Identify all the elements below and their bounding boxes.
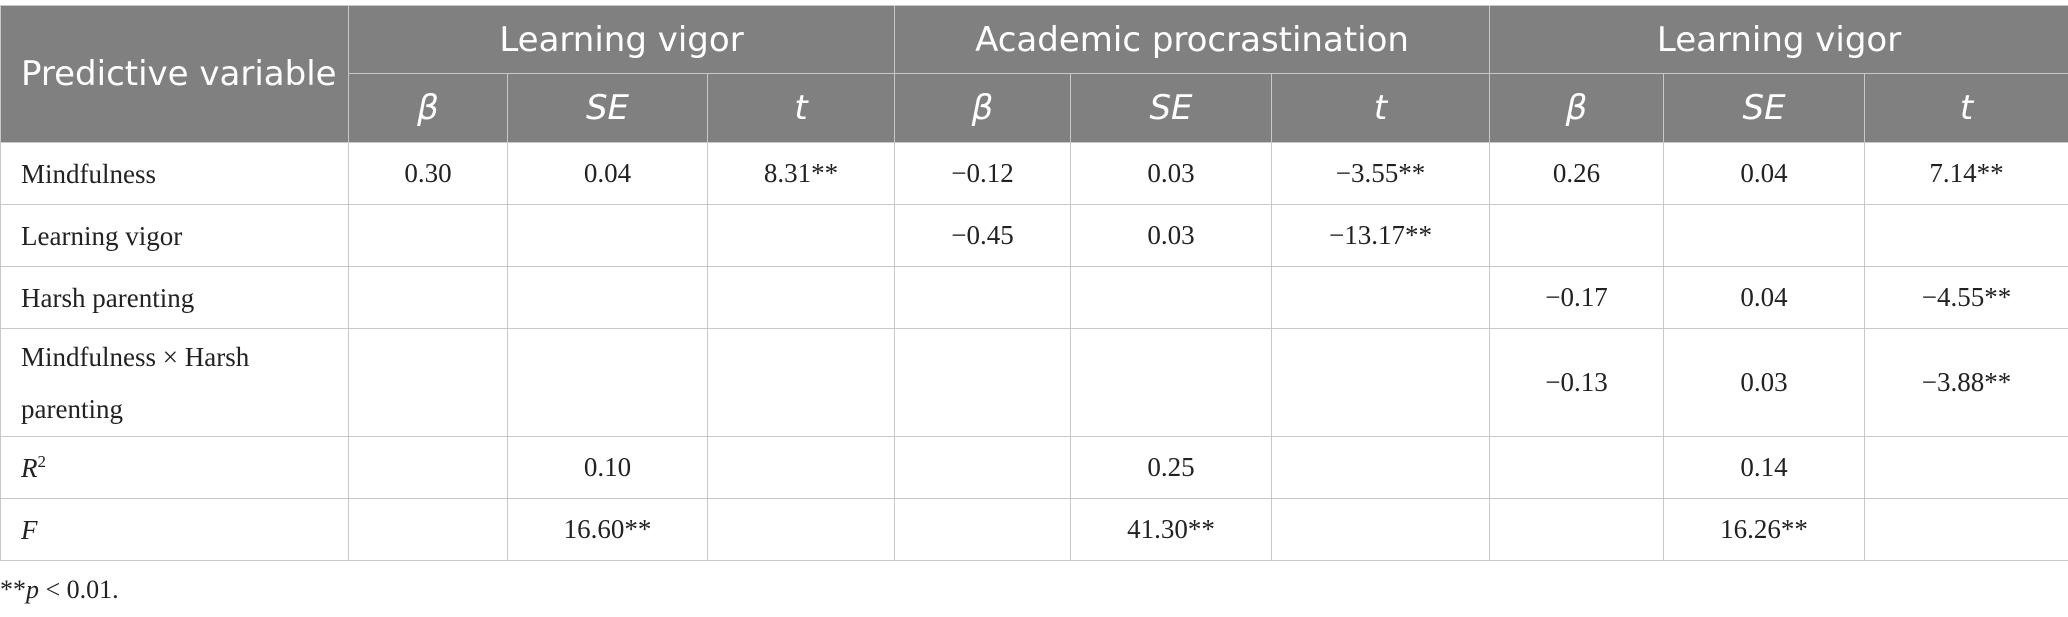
row-label-line-1: Mindfulness × Harsh bbox=[21, 341, 250, 372]
table-row-f: F 16.60** 41.30** 16.26** bbox=[0, 498, 2068, 561]
table-cell: 0.30 bbox=[348, 142, 508, 205]
table-cell: 0.10 bbox=[507, 436, 708, 499]
table-cell bbox=[1270, 266, 1491, 329]
table-cell bbox=[348, 204, 508, 267]
subheader-t: t bbox=[707, 73, 895, 143]
subheader-beta: β bbox=[348, 73, 508, 143]
table-cell: 41.30** bbox=[1070, 498, 1272, 561]
table-cell bbox=[707, 498, 895, 561]
table-cell bbox=[894, 328, 1071, 437]
table-cell bbox=[1270, 498, 1491, 561]
table-cell bbox=[1070, 266, 1272, 329]
r-superscript: 2 bbox=[37, 451, 47, 471]
row-label: Learning vigor bbox=[0, 204, 349, 267]
table-cell bbox=[1663, 204, 1866, 267]
table-cell bbox=[707, 204, 895, 267]
table-cell: 16.60** bbox=[507, 498, 708, 561]
table-cell bbox=[894, 436, 1071, 499]
regression-table: Predictive variable Learning vigor Acade… bbox=[0, 5, 2068, 561]
table-cell bbox=[1070, 328, 1272, 437]
table-row-learning-vigor: Learning vigor −0.45 0.03 −13.17** bbox=[0, 204, 2068, 267]
predictive-variable-header: Predictive variable bbox=[0, 5, 349, 143]
table-footnote: **p < 0.01. bbox=[0, 575, 119, 605]
table-cell: 0.04 bbox=[507, 142, 708, 205]
table-cell bbox=[1864, 498, 2068, 561]
table-cell bbox=[1864, 436, 2068, 499]
table-cell bbox=[1864, 204, 2068, 267]
group-header-academic-procrastination: Academic procrastination bbox=[893, 5, 1491, 74]
r-symbol: R bbox=[21, 452, 38, 483]
table-cell: 8.31** bbox=[707, 142, 895, 205]
table-cell bbox=[507, 204, 708, 267]
row-label: Mindfulness × Harsh parenting bbox=[0, 328, 349, 437]
table-cell bbox=[1270, 436, 1491, 499]
subheader-se: SE bbox=[507, 73, 708, 143]
table-cell: −13.17** bbox=[1270, 204, 1491, 267]
subheader-beta: β bbox=[1489, 73, 1665, 143]
table-cell: −0.12 bbox=[894, 142, 1071, 205]
table-cell: 0.25 bbox=[1070, 436, 1272, 499]
table-row-harsh-parenting: Harsh parenting −0.17 0.04 −4.55** bbox=[0, 266, 2068, 329]
footnote-text: < 0.01. bbox=[39, 575, 119, 604]
row-label: Mindfulness bbox=[0, 142, 349, 205]
table-cell bbox=[348, 498, 508, 561]
table-cell: −0.13 bbox=[1489, 328, 1665, 437]
group-header-learning-vigor-2: Learning vigor bbox=[1489, 5, 2068, 74]
group-header-learning-vigor-1: Learning vigor bbox=[348, 5, 895, 74]
table-row-r-squared: R2 0.10 0.25 0.14 bbox=[0, 436, 2068, 499]
table-cell: −4.55** bbox=[1864, 266, 2068, 329]
table-row-mindfulness: Mindfulness 0.30 0.04 8.31** −0.12 0.03 … bbox=[0, 142, 2068, 205]
table-row-interaction: Mindfulness × Harsh parenting −0.13 0.03 … bbox=[0, 328, 2068, 437]
row-label-f: F bbox=[0, 498, 349, 561]
table-cell: 0.03 bbox=[1070, 142, 1272, 205]
header-group-row: Predictive variable Learning vigor Acade… bbox=[0, 5, 2068, 143]
table-cell bbox=[894, 498, 1071, 561]
table-cell bbox=[1270, 328, 1491, 437]
table-cell: 0.26 bbox=[1489, 142, 1665, 205]
table-cell bbox=[348, 328, 508, 437]
table-cell: 0.03 bbox=[1070, 204, 1272, 267]
table-cell: 0.03 bbox=[1663, 328, 1866, 437]
table-cell bbox=[707, 266, 895, 329]
table-cell bbox=[507, 328, 708, 437]
subheader-t: t bbox=[1864, 73, 2068, 143]
table-cell: 16.26** bbox=[1663, 498, 1866, 561]
table-cell bbox=[1489, 498, 1665, 561]
table-cell bbox=[507, 266, 708, 329]
row-label: Harsh parenting bbox=[0, 266, 349, 329]
table-cell bbox=[707, 436, 895, 499]
table-cell: −3.88** bbox=[1864, 328, 2068, 437]
table-cell: 7.14** bbox=[1864, 142, 2068, 205]
table-cell: −0.17 bbox=[1489, 266, 1665, 329]
table-cell: −3.55** bbox=[1270, 142, 1491, 205]
subheader-se: SE bbox=[1663, 73, 1866, 143]
subheader-beta: β bbox=[894, 73, 1071, 143]
table-cell: −0.45 bbox=[894, 204, 1071, 267]
table-cell: 0.04 bbox=[1663, 266, 1866, 329]
row-label-line-2: parenting bbox=[21, 393, 123, 424]
header-subheader-row: β SE t β SE t β SE t bbox=[1, 73, 2068, 143]
table-cell bbox=[1489, 436, 1665, 499]
table-cell: 0.04 bbox=[1663, 142, 1866, 205]
table-cell bbox=[707, 328, 895, 437]
table-cell bbox=[1489, 204, 1665, 267]
footnote-p-symbol: p bbox=[26, 575, 39, 604]
table-cell bbox=[894, 266, 1071, 329]
table-cell: 0.14 bbox=[1663, 436, 1866, 499]
table-cell bbox=[348, 266, 508, 329]
row-label-r-squared: R2 bbox=[0, 436, 349, 499]
subheader-t: t bbox=[1270, 73, 1491, 143]
subheader-se: SE bbox=[1070, 73, 1272, 143]
table-cell bbox=[348, 436, 508, 499]
footnote-stars: ** bbox=[0, 575, 26, 604]
